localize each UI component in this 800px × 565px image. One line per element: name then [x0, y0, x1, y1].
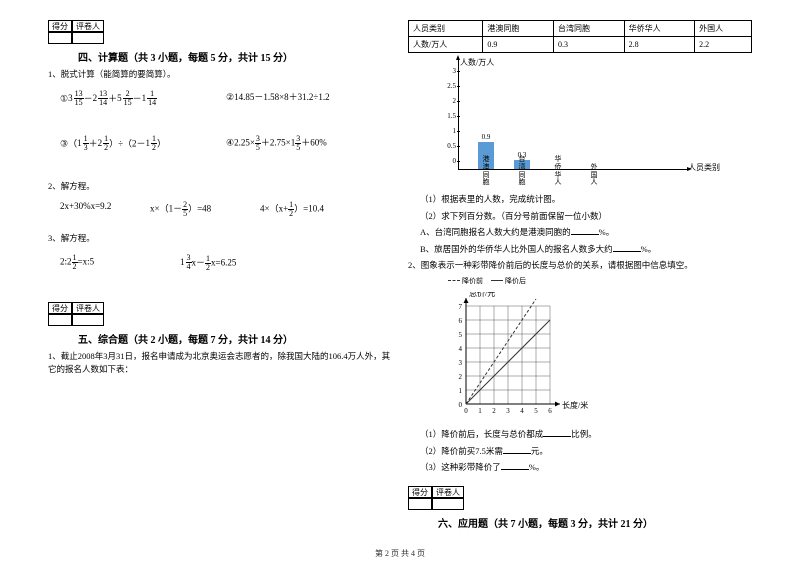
svg-text:6: 6 — [459, 317, 463, 325]
cell-hk: 0.9 — [483, 37, 554, 53]
grader-blank — [72, 32, 104, 44]
bar-chart: 人数/万人 人员类别 00.511.522.530.9港澳同胞0.3台湾同胞华侨… — [438, 59, 698, 187]
row-label: 人数/万人 — [409, 37, 483, 53]
y-axis-label: 人数/万人 — [460, 57, 494, 68]
svg-text:5: 5 — [534, 407, 538, 415]
formula-1b: ②14.85－1.58×8＋31.2÷1.2 — [226, 90, 392, 107]
svg-text:4: 4 — [520, 407, 524, 415]
scorebox-4: 得分 评卷人 — [48, 20, 104, 44]
scorebox-6: 得分 评卷人 — [408, 486, 464, 510]
eq3: 4×（x+12）=10.4 — [260, 201, 324, 218]
formula-row-1: ①31315－21314＋5215－1114 ②14.85－1.58×8＋31.… — [60, 90, 392, 107]
svg-text:5: 5 — [459, 331, 463, 339]
sub-1: （1）根据表里的人数，完成统计图。 — [420, 193, 752, 207]
volunteer-table: 人员类别 港澳同胞 台湾同胞 华侨华人 外国人 人数/万人 0.9 0.3 2.… — [408, 20, 752, 53]
q4-2: 2、解方程。 — [48, 180, 392, 194]
svg-text:总价/元: 总价/元 — [469, 292, 495, 298]
y-axis — [458, 59, 459, 169]
eq-row-1: 2x+30%x=9.2 x×（1－25）=48 4×（x+12）=10.4 — [60, 201, 392, 218]
eq4: 2:212=x:5 — [60, 254, 180, 272]
formula-2a: ③（113＋212）÷（2－112） — [60, 135, 226, 152]
c2-sub1: （1）降价前后，长度与总价都成比例。 — [420, 428, 752, 442]
cell-tw: 0.3 — [554, 37, 625, 53]
th-foreign: 外国人 — [695, 21, 752, 37]
line-chart: 0 1 2 3 4 5 6 0 1 2 3 4 5 6 7 总价/元长度/米 — [438, 292, 752, 422]
eq2: x×（1－25）=48 — [150, 201, 260, 218]
sub-2a: A、台湾同胞报名人数大约是港澳同胞的%。 — [420, 226, 752, 240]
section-6-title: 六、应用题（共 7 小题，每题 3 分，共计 21 分） — [438, 515, 752, 530]
score-blank — [48, 32, 72, 44]
svg-text:2: 2 — [459, 373, 463, 381]
sub-2: （2）求下列百分数。（百分号前面保留一位小数） — [420, 210, 752, 224]
svg-text:1: 1 — [478, 407, 482, 415]
th-tw: 台湾同胞 — [554, 21, 625, 37]
svg-text:3: 3 — [459, 359, 463, 367]
th-hk: 港澳同胞 — [483, 21, 554, 37]
svg-text:0: 0 — [464, 407, 468, 415]
formula-1a: ①31315－21314＋5215－1114 — [60, 90, 226, 107]
eq5: 134x－12x=6.25 — [180, 254, 236, 272]
eq-row-2: 2:212=x:5 134x－12x=6.25 — [60, 254, 392, 272]
formula-2b: ④2.25×35＋2.75×135＋60% — [226, 135, 392, 152]
eq1: 2x+30%x=9.2 — [60, 201, 150, 218]
q5-2: 2、图象表示一种彩带降价前后的长度与总价的关系，请根据图中信息填空。 — [408, 259, 752, 273]
score-label: 得分 — [48, 20, 72, 32]
svg-text:2: 2 — [492, 407, 496, 415]
th-overseas: 华侨华人 — [624, 21, 695, 37]
q4-3: 3、解方程。 — [48, 232, 392, 246]
q4-1: 1、脱式计算（能简算的要简算）。 — [48, 68, 392, 82]
section-5-title: 五、综合题（共 2 小题，每题 7 分，共计 14 分） — [78, 331, 392, 346]
formula-row-2: ③（113＋212）÷（2－112） ④2.25×35＋2.75×135＋60% — [60, 135, 392, 152]
grader-label: 评卷人 — [72, 20, 104, 32]
svg-text:7: 7 — [459, 303, 463, 311]
svg-text:长度/米: 长度/米 — [562, 400, 588, 410]
c2-sub3: （3）这种彩带降价了%。 — [420, 461, 752, 475]
section-4-title: 四、计算题（共 3 小题，每题 5 分，共计 15 分） — [78, 49, 392, 64]
svg-text:6: 6 — [548, 407, 552, 415]
scorebox-5: 得分 评卷人 — [48, 302, 104, 326]
legend-after: 降价后 — [491, 276, 526, 286]
svg-text:4: 4 — [459, 345, 463, 353]
sub-2b: B、旅居国外的华侨华人比外国人的报名人数多大约%。 — [420, 243, 752, 257]
page-footer: 第 2 页 共 4 页 — [0, 548, 800, 559]
c2-sub2: （2）降价前买7.5米需元。 — [420, 445, 752, 459]
cell-foreign: 2.2 — [695, 37, 752, 53]
th-category: 人员类别 — [409, 21, 483, 37]
x-axis-label: 人员类别 — [688, 162, 720, 173]
legend-before: 降价前 — [448, 276, 483, 286]
chart2-legend: 降价前 降价后 — [448, 276, 752, 286]
svg-text:1: 1 — [459, 387, 463, 395]
svg-text:3: 3 — [506, 407, 510, 415]
cell-overseas: 2.8 — [624, 37, 695, 53]
svg-text:0: 0 — [459, 401, 463, 409]
q5-1: 1、截止2008年3月31日，报名申请成为北京奥运会志愿者的，除我国大陆的106… — [48, 350, 392, 377]
